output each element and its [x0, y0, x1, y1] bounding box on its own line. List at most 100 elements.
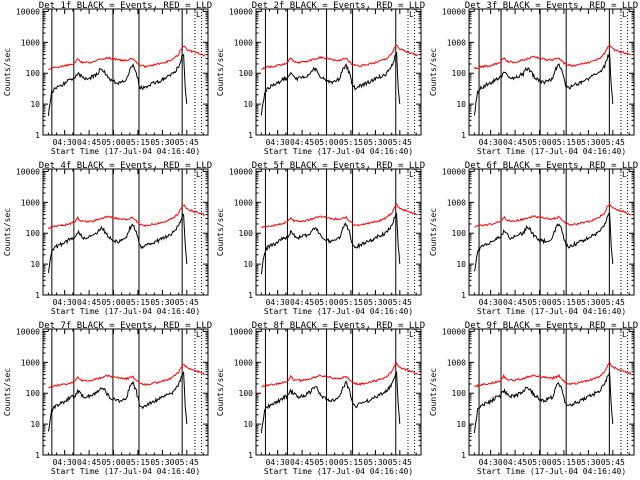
x-tick-label: 05:30: [150, 138, 174, 147]
x-axis-label: Start Time (17-Jul-04 04:16:40): [264, 307, 413, 316]
y-tick-label: 100: [239, 389, 254, 398]
plot-frame: [255, 168, 422, 296]
y-tick-label: 10000: [229, 7, 253, 16]
y-tick-label: 100: [452, 389, 467, 398]
y-tick-label: 1: [35, 131, 40, 140]
panel-1f: Det 1f BLACK = Events, RED = LLD 1 10 100 10…: [3, 1, 212, 156]
y-tick-label: 1000: [21, 38, 40, 47]
x-axis-label: Start Time (17-Jul-04 04:16:40): [477, 147, 626, 156]
y-axis-label: Counts/sec: [3, 368, 12, 416]
y-tick-label: 1000: [234, 38, 253, 47]
series-lld-line: [48, 364, 205, 389]
x-tick-label: 05:30: [363, 298, 387, 307]
y-tick-label: 10: [243, 100, 253, 109]
x-tick-label: 04:45: [503, 298, 527, 307]
series-events-line: [260, 371, 401, 434]
series-lld-line: [474, 362, 632, 388]
y-tick-label: 10: [243, 260, 253, 269]
y-tick-label: 10000: [16, 167, 40, 176]
series-events-line: [47, 213, 188, 273]
x-tick-label: 05:30: [576, 138, 600, 147]
y-tick-label: 10: [30, 420, 40, 429]
x-tick-label: 05:45: [601, 458, 625, 467]
y-tick-label: 1: [461, 451, 466, 460]
x-tick-label: 04:30: [479, 458, 503, 467]
y-tick-label: 10000: [16, 7, 40, 16]
x-tick-label: 05:00: [527, 298, 551, 307]
panel-2f: Det 2f BLACK = Events, RED = LLD 1 10 100 10…: [216, 1, 425, 156]
y-tick-label: 1: [248, 451, 253, 460]
x-tick-label: 04:30: [266, 458, 290, 467]
series-lld-line: [474, 202, 631, 228]
series-events-line: [47, 53, 188, 116]
y-tick-label: 10000: [442, 167, 466, 176]
plot-frame: [468, 328, 635, 456]
series-lld-line: [261, 44, 419, 70]
y-tick-label: 1000: [234, 198, 253, 207]
x-tick-label: 04:45: [77, 298, 101, 307]
x-tick-label: 04:45: [290, 458, 314, 467]
x-tick-label: 05:00: [101, 298, 125, 307]
y-tick-label: 1: [35, 451, 40, 460]
plot-frame: [42, 168, 209, 296]
x-tick-label: 04:45: [290, 138, 314, 147]
y-tick-label: 100: [26, 69, 41, 78]
series-lld-line: [47, 204, 206, 230]
x-tick-label: 04:30: [266, 298, 290, 307]
y-tick-label: 1: [248, 291, 253, 300]
panel-7f: Det 7f BLACK = Events, RED = LLD 1 10 100 10…: [3, 321, 212, 476]
panel-title: Det 8f BLACK = Events, RED = LLD: [252, 321, 425, 331]
x-tick-label: 04:30: [479, 298, 503, 307]
x-tick-label: 05:30: [576, 458, 600, 467]
y-tick-label: 100: [26, 229, 41, 238]
plot-frame: [255, 328, 422, 456]
y-tick-label: 100: [26, 389, 41, 398]
x-tick-label: 04:30: [266, 138, 290, 147]
x-axis-label: Start Time (17-Jul-04 04:16:40): [477, 307, 626, 316]
annotation-label: L: [622, 170, 627, 179]
y-axis-label: Counts/sec: [429, 48, 438, 96]
x-tick-label: 05:00: [101, 458, 125, 467]
x-tick-label: 05:15: [126, 458, 150, 467]
x-tick-label: 05:00: [527, 458, 551, 467]
x-tick-label: 04:30: [53, 138, 77, 147]
y-tick-label: 10000: [229, 327, 253, 336]
y-tick-label: 100: [239, 229, 254, 238]
x-tick-label: 05:45: [601, 298, 625, 307]
x-tick-label: 05:30: [150, 298, 174, 307]
y-tick-label: 1000: [447, 38, 466, 47]
x-tick-label: 04:30: [53, 298, 77, 307]
y-tick-label: 100: [239, 69, 254, 78]
x-tick-label: 05:45: [388, 458, 412, 467]
panel-title: Det 3f BLACK = Events, RED = LLD: [465, 1, 638, 11]
y-tick-label: 1000: [447, 358, 466, 367]
panel-title: Det 5f BLACK = Events, RED = LLD: [252, 161, 425, 171]
series-lld-line: [473, 44, 631, 70]
annotation-label: L: [622, 330, 627, 339]
x-tick-label: 04:45: [77, 458, 101, 467]
panel-4f: Det 4f BLACK = Events, RED = LLD 1 10 100 10…: [3, 161, 212, 316]
y-tick-label: 1: [248, 131, 253, 140]
panel-title: Det 1f BLACK = Events, RED = LLD: [39, 1, 212, 11]
x-axis-label: Start Time (17-Jul-04 04:16:40): [51, 147, 200, 156]
y-tick-label: 1000: [21, 198, 40, 207]
annotation-label: L: [196, 10, 201, 19]
x-axis-label: Start Time (17-Jul-04 04:16:40): [51, 307, 200, 316]
annotation-label: L: [622, 10, 627, 19]
x-axis-label: Start Time (17-Jul-04 04:16:40): [51, 467, 200, 476]
x-tick-label: 05:15: [126, 138, 150, 147]
y-tick-label: 10000: [442, 327, 466, 336]
y-axis-label: Counts/sec: [216, 48, 225, 96]
y-tick-label: 10000: [229, 167, 253, 176]
x-tick-label: 05:15: [339, 138, 363, 147]
y-tick-label: 10: [243, 420, 253, 429]
y-tick-label: 100: [452, 229, 467, 238]
x-tick-label: 05:30: [150, 458, 174, 467]
x-tick-label: 05:30: [576, 298, 600, 307]
series-events-line: [473, 51, 614, 116]
plot-frame: [468, 168, 635, 296]
y-tick-label: 1: [461, 291, 466, 300]
panel-6f: Det 6f BLACK = Events, RED = LLD 1 10 100 10…: [429, 161, 638, 316]
plot-frame: [468, 8, 635, 136]
